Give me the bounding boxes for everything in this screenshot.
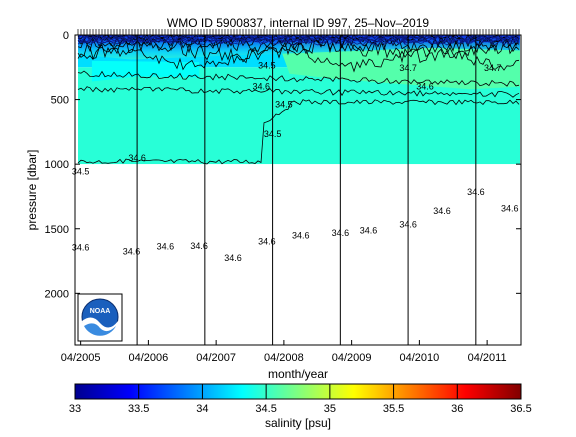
- colorbar-tick-label: 33.5: [128, 403, 149, 415]
- noaa-logo: NOAA: [77, 293, 123, 342]
- y-tick-label: 1500: [45, 224, 69, 236]
- contour-line: [77, 36, 520, 44]
- colorbar-tick-label: 34.5: [255, 403, 276, 415]
- contour-label: 34.6: [157, 241, 175, 251]
- contour-line: [77, 39, 520, 46]
- contour-label: 34.6: [190, 241, 208, 251]
- y-tick-label: 1000: [45, 159, 69, 171]
- contour-label: 34.6: [128, 153, 146, 163]
- y-tick-label: 500: [51, 95, 69, 107]
- contour-label: 34.6: [399, 219, 417, 229]
- contour-line: [77, 37, 520, 54]
- contour-label: 34.5: [275, 99, 293, 109]
- chart-title: WMO ID 5900837, internal ID 997, 25–Nov–…: [167, 16, 429, 30]
- contour-label: 34.6: [123, 247, 141, 257]
- colorbar-tick-label: 34: [196, 403, 208, 415]
- salinity-band: [278, 42, 520, 90]
- y-tick-label: 2000: [45, 288, 69, 300]
- x-tick-label: 04/2008: [264, 352, 304, 364]
- contour-line: [77, 99, 520, 165]
- contour-label: 34.7: [399, 63, 417, 73]
- colorbar-tick-label: 33: [69, 403, 81, 415]
- profile-separators: [136, 35, 477, 345]
- x-tick-label: 04/2007: [196, 352, 236, 364]
- contour-label: 34.6: [72, 243, 90, 253]
- contour-label: 34.6: [501, 203, 519, 213]
- x-axis-ticks: 04/2005 04/2006 04/2007 04/2008 04/2009 04/20…: [61, 340, 507, 364]
- contour-line: [77, 35, 520, 41]
- contour-label: 34.5: [258, 61, 276, 71]
- contour-label: 34.5: [72, 167, 90, 177]
- colorbar-tick-label: 36: [451, 403, 463, 415]
- y-tick-label: 0: [63, 30, 69, 42]
- contour-line: [77, 70, 520, 87]
- contour-label: 34.7: [484, 63, 502, 73]
- colorbar-gradient: [74, 383, 522, 400]
- contour-label: 34.6: [360, 225, 378, 235]
- x-tick-label: 04/2005: [61, 352, 101, 364]
- contour-line: [77, 38, 520, 45]
- contour-label: 34.5: [264, 129, 282, 139]
- profile-top-ticks: [77, 29, 520, 35]
- main-plot: 34.5 34.6 34.6 34.5 34.5 34.5 34.7 34.6 34.7 34.6…: [45, 29, 522, 364]
- contour-line: [77, 44, 520, 73]
- x-tick-label: 04/2006: [129, 352, 169, 364]
- contour-label: 34.6: [332, 228, 350, 238]
- contour-label: 34.6: [258, 236, 276, 246]
- contour-label: 34.6: [433, 206, 451, 216]
- plot-frame: [74, 34, 522, 346]
- x-tick-label: 04/2010: [399, 352, 439, 364]
- colorbar: 33 33.5 34 34.5 35 35.5 36 36.5 salinity [psu]: [69, 383, 532, 430]
- no-data-region: [75, 164, 521, 345]
- y-axis-label: pressure [dbar]: [25, 150, 39, 231]
- colorbar-ticks: 33 33.5 34 34.5 35 35.5 36 36.5: [69, 384, 532, 415]
- contour-label: 34.6: [253, 81, 271, 91]
- x-axis-label: month/year: [268, 367, 328, 381]
- x-tick-label: 04/2011: [468, 352, 507, 364]
- colorbar-tick-label: 36.5: [510, 403, 531, 415]
- contour-label: 34.6: [416, 81, 434, 91]
- contour-labels: 34.5 34.6 34.6 34.5 34.5 34.5 34.7 34.6 34.7 34.6…: [72, 61, 519, 263]
- contour-label: 34.6: [292, 230, 310, 240]
- x-tick-label: 04/2009: [332, 352, 372, 364]
- contour-label: 34.6: [224, 253, 242, 263]
- colorbar-label: salinity [psu]: [265, 416, 331, 430]
- contour-line: [77, 86, 520, 98]
- colorbar-tick-label: 35: [324, 403, 336, 415]
- y-axis-ticks: 0 500 1000 1500 2000: [45, 30, 521, 300]
- contour-label: 34.6: [467, 187, 485, 197]
- colorbar-tick-label: 35.5: [383, 403, 404, 415]
- noaa-logo-text: NOAA: [90, 308, 111, 315]
